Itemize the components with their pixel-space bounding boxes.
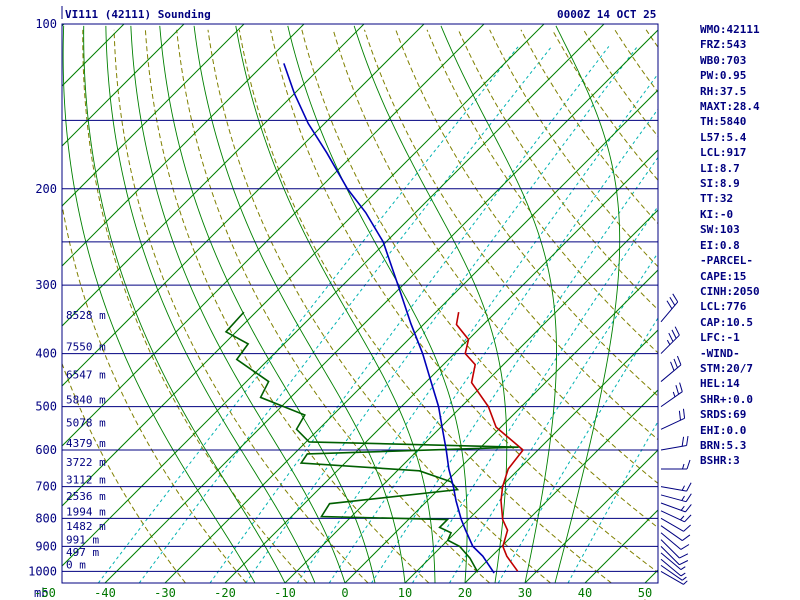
mixing-ratio-label: 2.0 [286, 598, 308, 600]
temperature-trace [455, 311, 525, 572]
pressure-tick-label: 700 [35, 480, 57, 494]
mixing-ratio-label: 0.6 [199, 598, 221, 600]
temp-tick-label: 0 [341, 586, 348, 600]
pressure-unit-label: mb [34, 586, 48, 600]
height-label: 497 m [66, 546, 99, 559]
height-label: 4379 m [66, 437, 106, 450]
mixing-ratio-label: 0.2 [128, 598, 150, 600]
stat-line: PW:0.95 [700, 69, 747, 83]
stat-line: SI:8.9 [700, 177, 740, 191]
temp-tick-label: 30 [518, 586, 532, 600]
pressure-tick-label: 200 [35, 182, 57, 196]
stat-line: STM:20/7 [700, 361, 753, 375]
mixing-ratio-lines [97, 46, 658, 583]
mixing-ratio-label: 1.0 [235, 598, 257, 600]
stat-line: KI:-0 [700, 207, 734, 221]
stat-line: FRZ:543 [700, 38, 747, 52]
temp-tick-label: 10 [398, 586, 412, 600]
stat-line: LFC:-1 [700, 331, 740, 345]
pressure-tick-label: 600 [35, 443, 57, 457]
stats-panel: WMO:42111 FRZ:543 WB0:703 PW:0.95 RH:37.5 MAX… [700, 22, 760, 469]
mixing-ratio-label: 8.0 [402, 598, 424, 600]
mixing-ratio-label: 20.0 [484, 598, 513, 600]
height-label: 5078 m [66, 416, 106, 429]
stat-line: WMO:42111 [700, 23, 760, 36]
temp-tick-label: 40 [578, 586, 592, 600]
moist-adiabats [62, 25, 621, 583]
stat-line: WB0:703 [700, 53, 747, 67]
stat-line: MAXT:28.4 [700, 100, 760, 114]
pressure-tick-label: 300 [35, 278, 57, 292]
pressure-tick-label: 100 [35, 17, 57, 31]
height-label: 0 m [66, 558, 86, 571]
temp-tick-label: -50 [34, 586, 56, 600]
pressure-tick-label: 800 [35, 511, 57, 525]
mixing-ratio-label: 12.0 [435, 598, 464, 600]
stat-line: CINH:2050 [700, 284, 760, 298]
isotherms [62, 24, 658, 583]
height-label: 7550 m [66, 341, 106, 354]
pressure-tick-label: 1000 [28, 564, 57, 578]
height-label: 2536 m [66, 490, 106, 503]
mixing-ratio-label: 3.0 [318, 598, 340, 600]
stat-line: HEL:14 [700, 377, 740, 391]
stat-line: LI:8.7 [700, 161, 740, 175]
height-labels: 8528 m 7550 m 6547 m 5840 m 5078 m 4379 m 3722… [66, 309, 106, 572]
temp-tick-label: -20 [214, 586, 236, 600]
height-label: 6547 m [66, 369, 106, 382]
temp-tick-label: 50 [638, 586, 652, 600]
stat-line: BRN:5.3 [700, 438, 747, 452]
height-label: 991 m [66, 533, 99, 546]
temperature-axis-labels: -50 -40 -30 -20 -10 0 10 20 30 40 50 [34, 586, 652, 600]
chart-title: VI111 (42111) Sounding [65, 8, 211, 21]
stat-line: LCL:776 [700, 300, 747, 314]
stat-line: TT:32 [700, 192, 734, 206]
mixing-ratio-label: 5.0 [361, 598, 383, 600]
chart-background [62, 24, 658, 583]
stat-line: L57:5.4 [700, 130, 747, 144]
stat-line: -WIND- [700, 346, 740, 360]
stat-line: EI:0.8 [700, 238, 740, 252]
mixing-unit-label: g/kg [629, 598, 658, 600]
height-label: 1482 m [66, 520, 106, 533]
stat-line: -PARCEL- [700, 254, 753, 268]
isobars [62, 24, 658, 572]
mixing-ratio-label: 0.1 [87, 598, 109, 600]
chart-datetime: 0000Z 14 OCT 25 [557, 8, 657, 21]
temp-tick-label: -30 [154, 586, 176, 600]
pressure-axis-labels: 100 200 300 400 500 600 700 800 900 1000 mb [28, 17, 57, 600]
profiles [224, 63, 525, 574]
stat-line: BSHR:3 [700, 454, 740, 468]
pressure-tick-label: 900 [35, 539, 57, 553]
mixing-ratio-label: 40.0 [554, 598, 583, 600]
temp-tick-label: -40 [94, 586, 116, 600]
dewpoint-trace [224, 311, 519, 573]
height-label: 3722 m [66, 456, 106, 469]
height-label: 8528 m [66, 309, 106, 322]
stat-line: SHR+:0.0 [700, 392, 753, 406]
pressure-tick-label: 400 [35, 347, 57, 361]
stat-line: CAPE:15 [700, 269, 747, 283]
stat-line: SW:103 [700, 223, 740, 237]
plot-border [61, 23, 659, 584]
height-label: 3112 m [66, 474, 106, 487]
wetbulb-trace [283, 63, 495, 574]
stat-line: SRDS:69 [700, 408, 747, 422]
stat-line: EHI:0.0 [700, 423, 747, 437]
stat-line: TH:5840 [700, 115, 747, 129]
wind-barbs [660, 293, 692, 585]
temp-tick-label: -10 [274, 586, 296, 600]
stat-line: RH:37.5 [700, 84, 747, 98]
height-label: 5840 m [66, 394, 106, 407]
stat-line: CAP:10.5 [700, 315, 753, 329]
height-label: 1994 m [66, 505, 106, 518]
pressure-tick-label: 500 [35, 400, 57, 414]
stat-line: LCL:917 [700, 146, 747, 160]
mixing-ratio-labels: 0.1 0.2 0.6 1.0 2.0 3.0 5.0 8.0 12.0 20.0 40.0 g/kg [87, 598, 657, 600]
temp-tick-label: 20 [458, 586, 472, 600]
